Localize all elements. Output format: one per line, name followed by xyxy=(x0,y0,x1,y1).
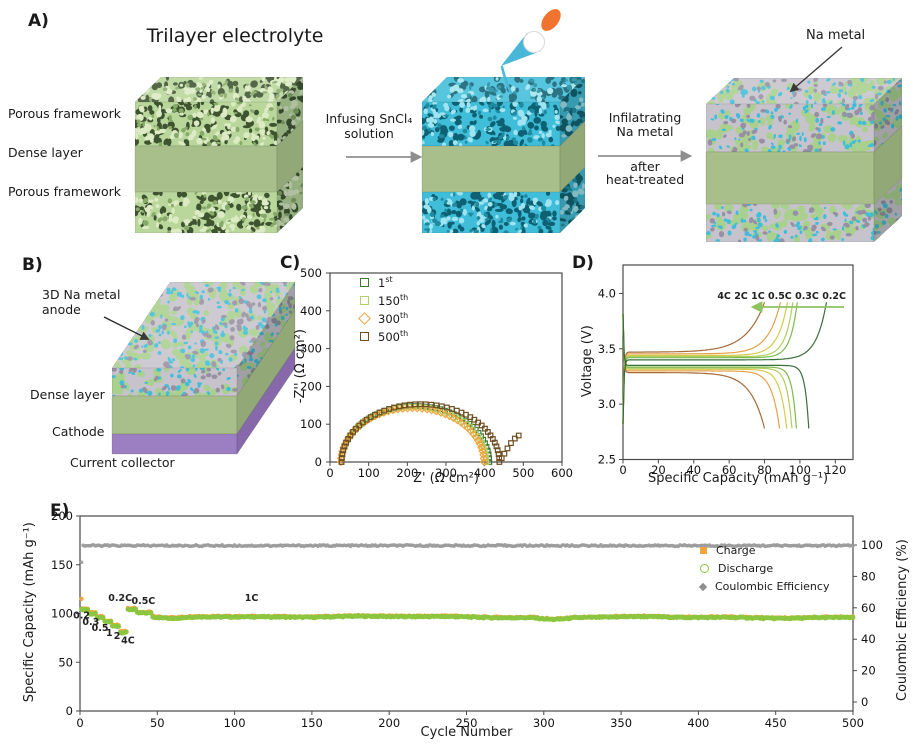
legend-item-discharge: Discharge xyxy=(700,562,829,575)
chart-e-y-axis-label-left: Specific Capacity (mAh g⁻¹) xyxy=(21,522,37,703)
legend-label: Coulombic Efficiency xyxy=(715,580,830,593)
label-current-collector: Current collector xyxy=(70,455,175,470)
panel-a-title: Trilayer electrolyte xyxy=(146,25,324,47)
diamond-marker-icon xyxy=(358,312,371,325)
step1-caption-line1: Infusing SnCl₄ xyxy=(325,111,413,126)
svg-text:0: 0 xyxy=(66,704,73,718)
label-dense-layer-b: Dense layer xyxy=(30,387,105,402)
panel-a-label: A) xyxy=(28,11,49,31)
square-marker-icon xyxy=(360,332,369,341)
chart-e-x-axis-label: Cycle Number xyxy=(420,725,513,740)
svg-text:4C: 4C xyxy=(121,636,135,647)
svg-text:1: 1 xyxy=(106,628,113,639)
legend-item-1st: 1st xyxy=(360,275,408,290)
label-porous-framework-top: Porous framework xyxy=(8,106,121,121)
step2-caption-line1: Infilatrating xyxy=(608,110,682,125)
svg-text:2: 2 xyxy=(114,631,121,642)
square-marker-icon xyxy=(360,296,369,305)
step1-caption-line2: solution xyxy=(344,126,394,141)
svg-text:2.5: 2.5 xyxy=(598,453,616,467)
label-3d-na-anode-line1: 3D Na metal xyxy=(42,287,121,302)
chart-e-legend: Charge Discharge Coulombic Efficiency xyxy=(698,544,830,593)
square-marker-icon xyxy=(360,278,369,287)
panel-b-label: B) xyxy=(22,255,43,275)
step2-caption-line3: after xyxy=(630,159,660,174)
panel-d-label: D) xyxy=(572,253,594,273)
svg-text:4C 2C 1C 0.5C 0.3C 0.2C: 4C 2C 1C 0.5C 0.3C 0.2C xyxy=(717,291,846,302)
legend-item-300th: 300th xyxy=(358,311,409,326)
chart-c-x-axis-label: Z' (Ω cm²) xyxy=(413,471,479,486)
svg-text:60: 60 xyxy=(861,601,876,615)
svg-text:40: 40 xyxy=(861,632,876,646)
legend-item-500th: 500th xyxy=(360,329,409,344)
label-cathode: Cathode xyxy=(52,424,105,439)
svg-text:0: 0 xyxy=(315,455,322,469)
panel-e-label: E) xyxy=(50,501,70,521)
svg-text:3.5: 3.5 xyxy=(598,342,616,356)
na-metal-label: Na metal xyxy=(806,28,866,43)
chart-c-legend: 1st 150th 300th 500th xyxy=(358,275,409,344)
chart-d-y-axis-label: Voltage (V) xyxy=(579,325,595,398)
legend-item-coulombic-efficiency: Coulombic Efficiency xyxy=(698,580,830,593)
svg-text:100: 100 xyxy=(861,538,883,552)
legend-label: 1st xyxy=(378,275,393,290)
svg-text:20: 20 xyxy=(861,664,876,678)
legend-item-150th: 150th xyxy=(360,293,409,308)
svg-text:150: 150 xyxy=(51,558,73,572)
diamond-marker-icon xyxy=(698,582,708,591)
svg-text:500: 500 xyxy=(300,266,322,280)
svg-text:100: 100 xyxy=(51,607,73,621)
chart-e-y-axis-label-right: Coulombic Efficiency (%) xyxy=(894,539,910,702)
svg-text:50: 50 xyxy=(58,655,73,669)
label-3d-na-anode-line2: anode xyxy=(42,302,81,317)
step2-caption-line2: Na metal xyxy=(616,124,674,139)
chart-c-y-axis-label: -Z'' (Ω cm²) xyxy=(292,329,308,404)
svg-text:3.0: 3.0 xyxy=(598,397,616,411)
label-porous-framework-bottom: Porous framework xyxy=(8,184,121,199)
legend-label: Discharge xyxy=(718,562,774,575)
svg-text:1C: 1C xyxy=(245,593,259,604)
legend-label: 150th xyxy=(378,293,409,308)
panel-c-label: C) xyxy=(280,253,301,273)
chart-d-x-axis-label: Specific Capacity (mAh g⁻¹) xyxy=(647,471,829,486)
svg-text:4.0: 4.0 xyxy=(598,286,616,300)
legend-label: 500th xyxy=(378,329,409,344)
step2-caption-line4: heat-treated xyxy=(605,172,685,187)
legend-label: Charge xyxy=(716,544,756,557)
circle-open-marker-icon xyxy=(700,564,709,573)
svg-text:0.2C: 0.2C xyxy=(108,593,132,604)
label-dense-layer: Dense layer xyxy=(8,145,83,160)
legend-item-charge: Charge xyxy=(700,544,829,557)
legend-label: 300th xyxy=(378,311,409,326)
square-marker-icon xyxy=(700,547,707,554)
svg-text:0.5C: 0.5C xyxy=(131,596,155,607)
svg-text:0: 0 xyxy=(861,695,868,709)
svg-text:80: 80 xyxy=(861,569,876,583)
